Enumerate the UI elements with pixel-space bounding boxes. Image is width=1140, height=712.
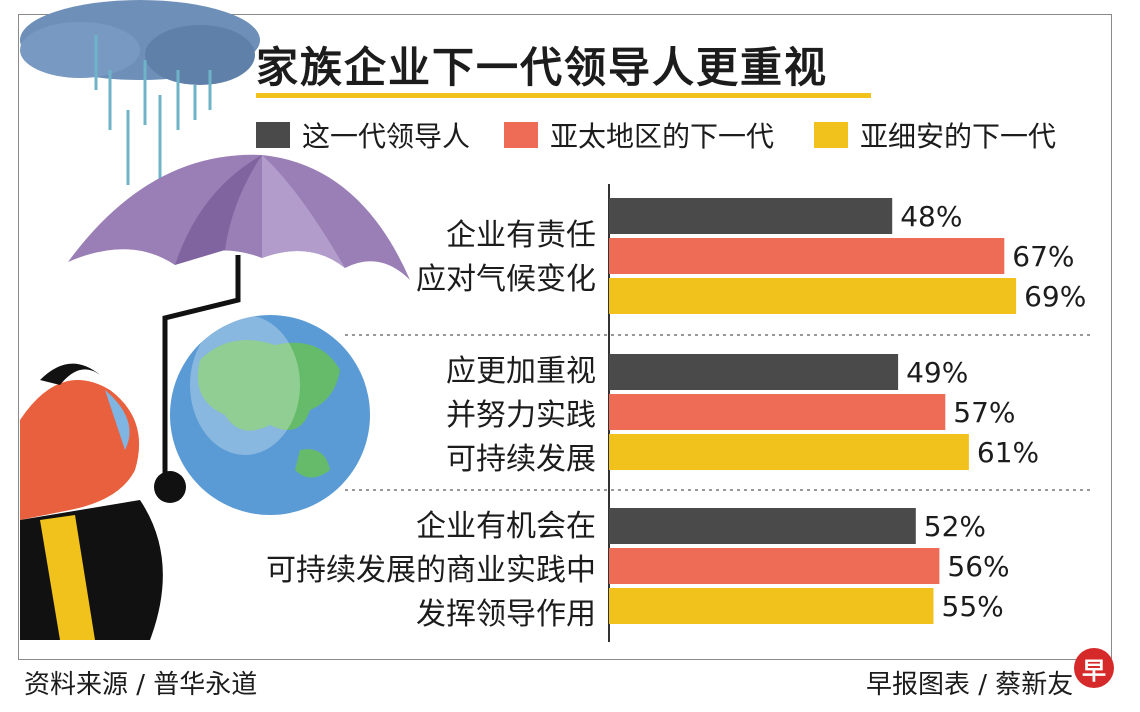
legend-label: 亚太地区的下一代 xyxy=(550,120,775,153)
legend-item-current: 这一代领导人 xyxy=(256,118,471,153)
legend-swatch xyxy=(256,122,290,148)
data-label: 52% xyxy=(924,510,986,543)
data-label: 57% xyxy=(953,396,1015,429)
umbrella-icon xyxy=(68,154,410,485)
bar xyxy=(609,198,893,234)
bar xyxy=(609,588,934,624)
bar xyxy=(609,434,969,470)
zaobao-logo: 早 xyxy=(1074,648,1114,688)
source-note: 资料来源 / 普华永道 xyxy=(24,670,258,700)
globe-icon xyxy=(170,315,370,515)
data-label: 67% xyxy=(1012,240,1074,273)
person-icon xyxy=(20,363,186,640)
credit-note: 早报图表 / 蔡新友 xyxy=(866,670,1074,700)
data-label: 56% xyxy=(947,550,1009,583)
data-label: 55% xyxy=(942,590,1004,623)
data-label: 69% xyxy=(1024,280,1086,313)
legend-label: 这一代领导人 xyxy=(302,120,471,153)
legend-item-apac: 亚太地区的下一代 xyxy=(504,118,775,153)
legend-swatch xyxy=(504,122,538,148)
legend-item-asean: 亚细安的下一代 xyxy=(814,118,1057,153)
legend-swatch xyxy=(814,122,848,148)
rain-icon xyxy=(94,35,212,185)
data-label: 48% xyxy=(900,200,962,233)
title-underline xyxy=(256,93,871,98)
bar xyxy=(609,354,899,390)
bar xyxy=(609,548,940,584)
cloud-icon xyxy=(20,0,260,85)
data-label: 49% xyxy=(906,356,968,389)
bar xyxy=(609,394,946,430)
bar xyxy=(609,238,1005,274)
chart-title: 家族企业下一代领导人更重视 xyxy=(256,43,829,92)
data-label: 61% xyxy=(977,436,1039,469)
category-label: 企业有机会在 可持续发展的商业实践中 发挥领导作用 xyxy=(266,509,596,632)
legend-label: 亚细安的下一代 xyxy=(860,120,1057,153)
category-label: 企业有责任 应对气候变化 xyxy=(416,218,596,297)
bar xyxy=(609,508,916,544)
category-label: 应更加重视 并努力实践 可持续发展 xyxy=(446,354,596,477)
bar xyxy=(609,278,1017,314)
